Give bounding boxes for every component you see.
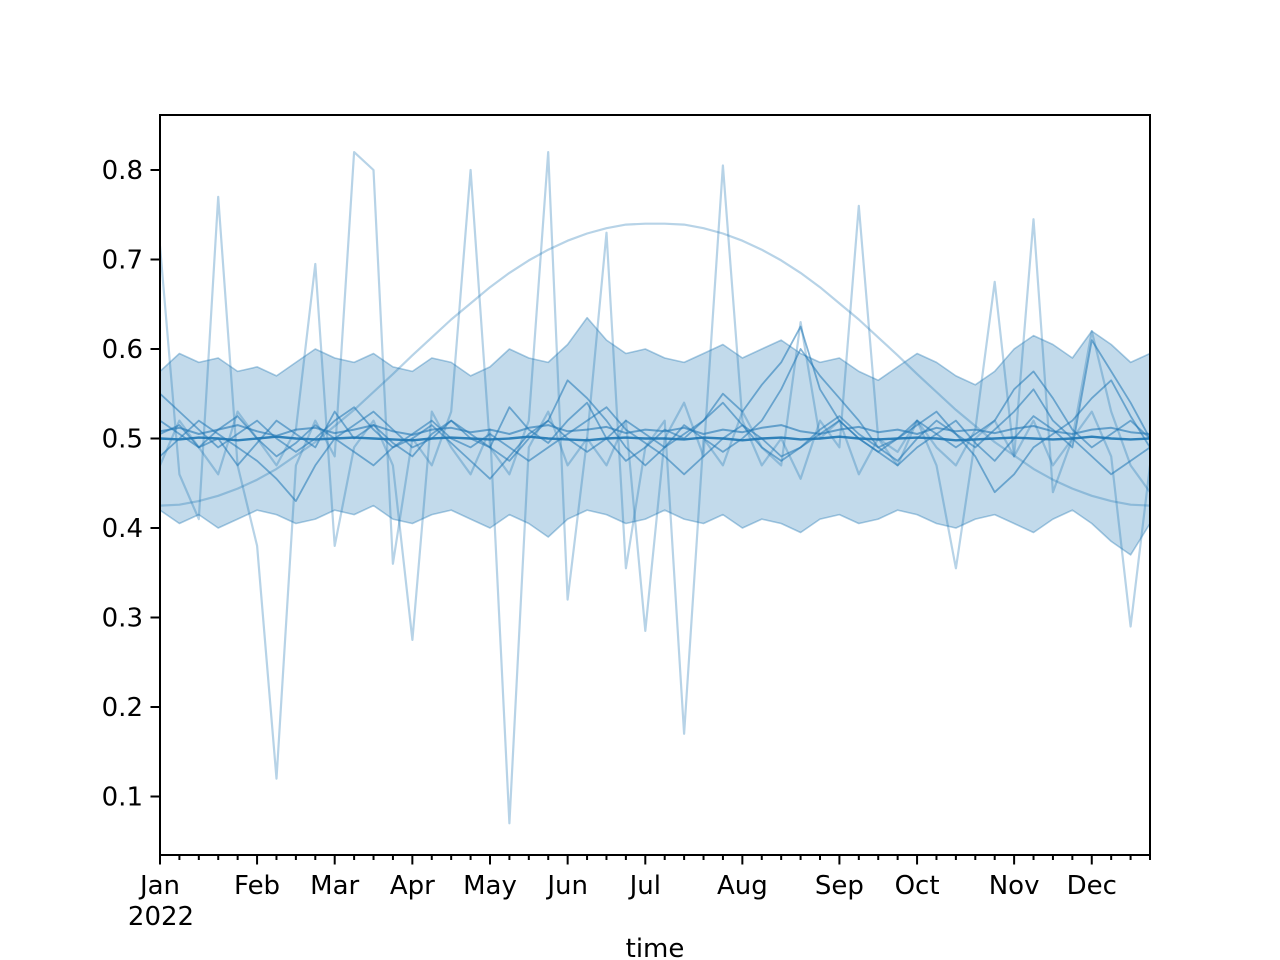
x-tick-label: Oct	[895, 871, 940, 901]
x-tick-label: Jan	[138, 871, 180, 901]
band-fill	[160, 317, 1150, 555]
confidence-band	[160, 316, 1150, 556]
x-tick-label: Jul	[628, 871, 661, 901]
band-upper-edge	[160, 316, 1150, 386]
x-tick-label: Dec	[1067, 871, 1117, 901]
plot-frame	[159, 114, 1151, 856]
y-tick-label: 0.6	[102, 335, 143, 365]
y-tick-label: 0.4	[102, 514, 143, 544]
band-lower-edge	[160, 504, 1150, 556]
x-year-label: 2022	[128, 902, 194, 932]
y-axis: 0.1 0.2 0.3 0.4 0.5 0.6 0.7 0.8	[102, 156, 160, 813]
x-tick-label: Feb	[234, 871, 280, 901]
x-axis-title: time	[626, 934, 685, 960]
y-tick-label: 0.2	[102, 693, 143, 723]
x-tick-label: Aug	[717, 871, 768, 901]
y-tick-label: 0.5	[102, 425, 143, 455]
series-spiky-b	[160, 218, 1150, 825]
x-tick-label: Nov	[989, 871, 1040, 901]
y-tick-label: 0.7	[102, 246, 143, 276]
x-tick-label: Mar	[310, 871, 359, 901]
x-tick-label: Apr	[390, 871, 435, 901]
x-tick-label: Sep	[815, 871, 864, 901]
series-seasonal-smooth	[160, 222, 1150, 507]
x-axis: Jan Feb Mar Apr May Jun Jul Aug Sep Oct Nov Dec	[138, 855, 1151, 901]
series-mean-line	[160, 435, 1150, 442]
y-tick-label: 0.8	[102, 156, 143, 186]
series-noisy-c	[160, 379, 1150, 494]
y-tick-label: 0.1	[102, 783, 143, 813]
x-tick-label: May	[463, 871, 517, 901]
series-noisy-e	[160, 424, 1150, 437]
plot-series	[160, 151, 1150, 825]
y-tick-label: 0.3	[102, 604, 143, 634]
x-tick-label: Jun	[545, 871, 588, 901]
